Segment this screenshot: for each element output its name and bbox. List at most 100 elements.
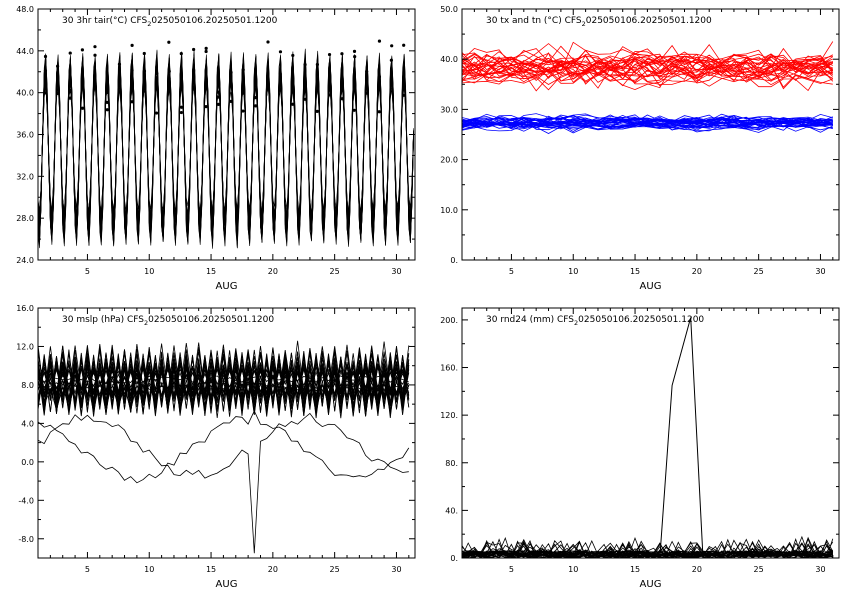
x-tick-label: 30: [391, 565, 401, 574]
tair-marker: [179, 52, 183, 56]
chart-title: 30 rnd24 (mm) CFS2025050106.20250501.120…: [486, 315, 704, 327]
mslp-series-line: [38, 373, 409, 384]
tair-marker: [154, 77, 159, 82]
x-tick-label: 15: [630, 267, 640, 276]
tn-series-line: [462, 114, 833, 130]
x-tick-label: 15: [206, 565, 216, 574]
tair-marker: [93, 53, 97, 57]
mslp-series-line: [38, 359, 410, 414]
tair-marker: [377, 39, 382, 43]
tair-marker: [93, 45, 97, 49]
x-tick-label: 10: [144, 565, 154, 574]
title-subscript: 2: [147, 20, 151, 28]
x-tick-label: 30: [815, 565, 825, 574]
tair-marker: [241, 109, 245, 113]
title-main: 30 3hr tair(°C) CFS: [62, 16, 148, 26]
tair-marker: [402, 93, 406, 97]
y-tick-label: 0.: [450, 256, 458, 265]
y-tick-label: 40.: [445, 506, 458, 515]
tair-marker: [142, 51, 146, 56]
tair-marker: [291, 77, 295, 81]
tair-marker: [352, 108, 356, 112]
y-tick-label: 120.: [440, 411, 458, 420]
tair-marker: [68, 51, 72, 55]
tair-marker: [402, 77, 406, 81]
x-axis-label: AUG: [216, 281, 238, 292]
y-tick-label: -8.0: [18, 535, 34, 544]
tn-series-line: [462, 119, 833, 133]
x-tick-label: 5: [85, 267, 90, 276]
title-main: 30 rnd24 (mm) CFS: [486, 315, 574, 325]
tair-marker: [340, 82, 344, 87]
mslp-series-line: [38, 362, 410, 402]
chart-title: 30 tx and tn (°C) CFS2025050106.20250501…: [486, 16, 712, 28]
tair-marker: [303, 82, 307, 87]
tair-marker: [68, 90, 72, 94]
y-tick-label: 160.: [440, 364, 458, 373]
tair-marker: [105, 90, 109, 95]
tair-marker: [241, 91, 245, 95]
title-suffix: 025050106.20250501.1200: [151, 16, 277, 26]
y-tick-label: -4.0: [18, 496, 34, 505]
mslp-series-line: [38, 362, 410, 411]
tair-marker: [216, 95, 220, 99]
tair-marker: [43, 91, 48, 95]
tair-marker: [340, 52, 344, 56]
tx-series-line: [462, 44, 833, 78]
mslp-series-line: [38, 340, 410, 397]
tx-series-line: [462, 49, 834, 75]
tair-marker: [266, 40, 270, 44]
x-axis-label: AUG: [640, 579, 662, 590]
y-tick-label: 20.0: [440, 156, 458, 165]
tair-marker: [303, 62, 307, 67]
tx-series-line: [462, 56, 833, 83]
y-tick-label: 48.0: [16, 5, 34, 14]
y-tick-label: 4.0: [21, 419, 34, 428]
tair-marker: [192, 68, 196, 72]
tair-marker: [155, 111, 159, 115]
tair-marker: [179, 110, 183, 115]
series-group: [462, 317, 834, 558]
panel-rnd24: 5 10 15 20 25 30 0. 40. 80. 120. 160. 200. AUG 30 rnd…: [440, 307, 840, 590]
x-tick-label: 30: [815, 267, 825, 276]
title-suffix: 025050106.20250501.1200: [148, 315, 274, 325]
tair-marker: [315, 86, 320, 90]
x-tick-label: 10: [144, 267, 154, 276]
x-tick-label: 20: [268, 565, 278, 574]
tair-marker: [253, 77, 258, 82]
tair-marker: [55, 64, 60, 68]
panel-txtn: 5 10 15 20 25 30 0. 10.0 20.0 30.0 40.0 50.0 AUG 30 t…: [440, 5, 840, 292]
y-tick-label: 200.: [440, 316, 458, 325]
tair-marker: [365, 69, 369, 74]
tair-marker: [167, 76, 171, 80]
x-tick-label: 10: [568, 565, 578, 574]
y-tick-label: 80.: [445, 459, 458, 468]
tair-marker: [130, 43, 134, 47]
tx-series-line: [462, 55, 834, 85]
tair-marker: [167, 69, 171, 73]
tair-marker: [80, 48, 84, 52]
y-tick-label: 0.0: [21, 458, 34, 467]
tair-marker: [328, 93, 332, 97]
tair-marker: [80, 76, 85, 81]
tx-series-line: [462, 54, 834, 83]
title-main: 30 mslp (hPa) CFS: [62, 315, 144, 325]
tair-marker: [167, 40, 171, 44]
rnd24-series-line: [462, 540, 833, 558]
panel-tair: 5 10 15 20 25 30 24.0 28.0 32.0 36.0 40.0 44.0 48.0 A…: [16, 5, 416, 292]
title-subscript: 2: [144, 319, 148, 327]
y-tick-label: 16.0: [16, 304, 34, 313]
tair-marker: [142, 69, 147, 73]
tx-series-line: [462, 54, 833, 84]
x-tick-label: 30: [391, 267, 401, 276]
y-tick-label: 44.0: [16, 47, 34, 56]
x-tick-label: 20: [692, 267, 702, 276]
tair-marker: [327, 52, 332, 57]
tair-marker: [241, 68, 245, 72]
tair-marker: [254, 96, 258, 100]
tair-marker: [204, 105, 208, 109]
tair-marker: [192, 47, 196, 52]
mslp-series-line: [38, 371, 410, 414]
panel-mslp: 5 10 15 20 25 30 -8.0 -4.0 0.0 4.0 8.0 12.0 16.0 AUG 3…: [16, 304, 416, 590]
tair-marker: [278, 72, 282, 76]
